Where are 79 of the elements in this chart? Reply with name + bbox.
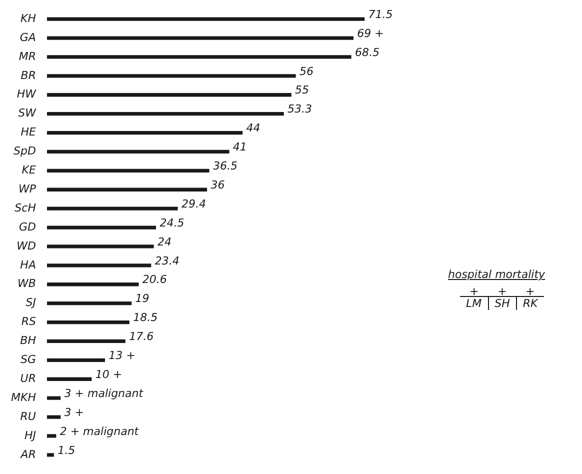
data-label: 18.5 xyxy=(133,311,158,324)
text: RK xyxy=(516,296,544,310)
bar xyxy=(46,301,132,306)
bar xyxy=(46,112,284,116)
y-tick-label: BH xyxy=(20,334,36,348)
bar xyxy=(46,168,210,173)
data-label: 56 xyxy=(299,64,314,78)
y-tick-label: KH xyxy=(20,12,36,25)
data-label: 23.4 xyxy=(154,254,180,268)
y-tick-label: RS xyxy=(21,315,36,328)
bar xyxy=(46,339,126,344)
y-tick-label: BR xyxy=(20,68,36,82)
text: hospital mortality xyxy=(448,268,546,281)
bar xyxy=(46,453,54,457)
bar xyxy=(46,282,139,286)
data-label: 68.5 xyxy=(354,46,380,59)
data-label: 10 + xyxy=(95,368,122,381)
y-tick-label: RU xyxy=(20,410,36,423)
y-tick-label: SG xyxy=(20,353,36,366)
data-label: 53.3 xyxy=(288,102,312,116)
bar xyxy=(46,17,365,21)
y-tick-label: GA xyxy=(20,30,36,44)
text: + xyxy=(516,285,544,298)
bar xyxy=(46,130,243,135)
data-label: 20.6 xyxy=(142,273,167,286)
y-tick-label: HW xyxy=(16,88,38,101)
text: + xyxy=(488,285,516,298)
bar xyxy=(46,358,105,362)
bar xyxy=(46,74,296,78)
data-label: 19 xyxy=(135,292,150,306)
bar xyxy=(46,55,352,59)
data-label: 29.4 xyxy=(181,197,206,210)
y-tick-label: SpD xyxy=(14,144,36,158)
data-label: 41 xyxy=(232,140,247,154)
data-label: 55 xyxy=(295,84,310,97)
y-tick-label: WD xyxy=(16,239,36,252)
text: LM xyxy=(465,296,483,310)
bar xyxy=(46,396,61,400)
y-tick-label: HJ xyxy=(24,428,36,442)
bar xyxy=(46,415,61,419)
y-tick-label: WB xyxy=(18,277,36,290)
y-tick-label: MKH xyxy=(10,390,36,404)
y-tick-label: SW xyxy=(18,106,38,120)
bar xyxy=(46,320,130,324)
data-label: 3 + malignant xyxy=(64,386,144,400)
bar xyxy=(46,226,156,230)
bar xyxy=(46,264,152,268)
data-label: 44 xyxy=(246,122,260,135)
bar xyxy=(46,206,178,210)
bar xyxy=(46,36,354,40)
y-tick-label: SJ xyxy=(26,296,36,310)
y-tick-label: MR xyxy=(18,50,36,63)
data-label: 69 + xyxy=(357,26,384,40)
data-label: 71.5 xyxy=(368,8,393,21)
y-tick-label: KE xyxy=(22,164,36,177)
bar xyxy=(46,93,292,97)
text: SH xyxy=(488,296,516,310)
data-label: 2 + malignant xyxy=(60,424,140,438)
data-label: 17.6 xyxy=(129,330,154,344)
bar xyxy=(46,188,208,192)
bar xyxy=(46,377,92,381)
data-label: 24.5 xyxy=(160,216,184,230)
y-tick-label: AR xyxy=(20,448,36,461)
bar xyxy=(46,244,154,248)
bar xyxy=(46,434,56,438)
data-label: 1.5 xyxy=(58,444,76,457)
y-tick-label: ScH xyxy=(14,201,36,214)
text: + xyxy=(460,285,488,298)
y-tick-label: HE xyxy=(20,126,36,139)
y-tick-label: WP xyxy=(18,182,36,196)
data-label: 36 xyxy=(210,178,225,192)
bar xyxy=(46,150,230,154)
y-tick-label: GD xyxy=(18,220,36,234)
data-label: 13 + xyxy=(108,349,136,362)
y-tick-label: UR xyxy=(20,372,36,385)
data-label: 24 xyxy=(157,235,172,248)
data-label: 36.5 xyxy=(212,160,238,173)
y-tick-label: HA xyxy=(20,258,36,272)
data-label: 3 + xyxy=(64,406,84,419)
